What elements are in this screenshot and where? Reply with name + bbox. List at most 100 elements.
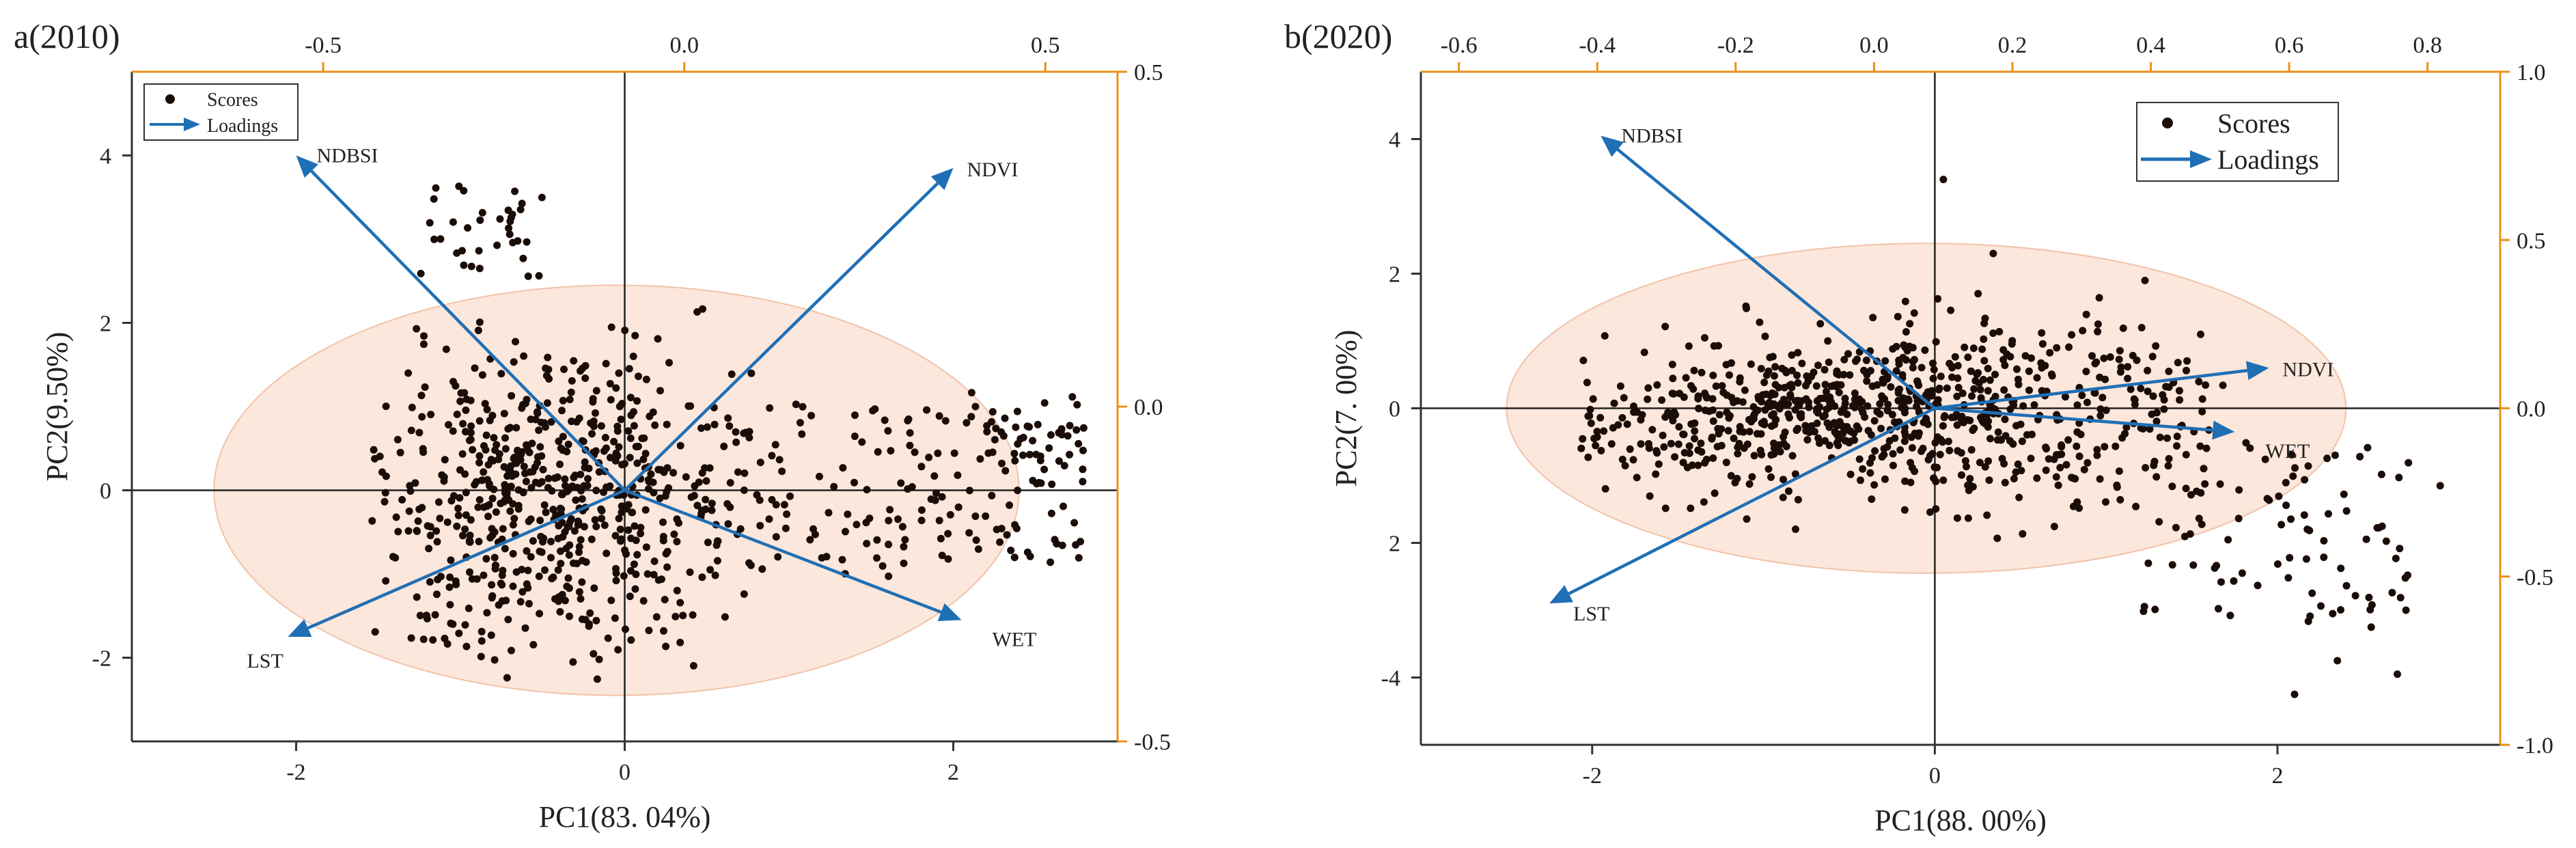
score-point [988,408,997,416]
score-point [1953,421,1961,429]
score-point [1748,473,1756,481]
score-point [2235,486,2243,494]
score-point [624,526,633,534]
score-point [1583,379,1591,387]
score-point [1816,394,1824,402]
score-point [438,471,446,479]
score-point [1915,381,1923,389]
score-point [489,456,497,465]
score-point [509,521,517,529]
score-point [2377,470,2385,478]
score-point [459,420,467,428]
score-point [2152,473,2161,481]
score-point [1671,453,1679,461]
score-point [2197,489,2205,497]
top-tick-label: -0.5 [305,33,342,58]
score-point [2395,474,2403,482]
score-point [1670,389,1678,398]
score-point [455,629,463,638]
score-point [1981,463,1989,471]
score-point [676,638,684,646]
score-point [535,426,543,435]
score-point [1964,353,1972,361]
score-point [558,519,566,527]
score-point [1788,383,1796,392]
score-point [1936,450,1944,459]
score-point [406,482,414,490]
score-point [488,495,497,502]
score-point [2047,370,2055,379]
score-point [1757,365,1765,372]
score-point [938,551,946,560]
score-point [577,536,585,544]
score-point [509,238,517,247]
score-point [418,413,426,421]
score-point [693,502,702,510]
score-point [1984,457,1993,465]
score-point [2144,387,2152,396]
score-point [1859,465,1867,473]
score-point [523,238,531,246]
score-point [2172,523,2180,532]
score-point [600,447,608,455]
score-point [2242,439,2250,447]
score-point [565,551,573,559]
score-point [446,573,454,582]
score-point [1802,381,1810,389]
score-point [1660,443,1668,451]
score-point [2405,459,2413,467]
score-point [547,553,555,562]
score-point [592,487,600,495]
score-point [1968,392,1976,400]
score-point [2303,525,2312,534]
score-point [393,435,402,443]
score-point [2096,405,2105,413]
score-point [2200,465,2208,473]
score-point [381,489,389,497]
score-point [615,369,623,377]
score-point [602,359,610,368]
score-point [1889,345,1897,353]
score-point [540,419,549,427]
score-point [631,522,639,530]
score-point [593,675,601,683]
score-point [2226,612,2234,620]
score-point [1742,302,1750,310]
score-point [570,357,578,365]
score-point [1003,531,1011,539]
score-point [622,625,629,633]
score-point [1014,487,1021,495]
score-point [417,269,425,277]
score-point [598,515,606,523]
score-point [901,536,909,544]
score-point [510,358,518,366]
score-point [1913,402,1921,411]
score-point [536,480,543,487]
score-point [1637,440,1645,448]
top-tick-label: 0.0 [1859,33,1889,58]
score-point [2396,545,2404,553]
score-point [1950,413,1958,421]
score-point [2152,418,2161,426]
score-point [475,538,483,545]
score-point [1939,422,1947,430]
score-point [456,397,465,405]
score-point [474,327,482,334]
loading-label-ndvi: NDVI [967,159,1019,181]
score-point [2075,452,2083,461]
score-point [586,609,594,617]
score-point [480,571,488,579]
score-point [499,525,507,533]
score-point [917,506,926,514]
score-point [1587,420,1595,427]
score-point [462,395,471,403]
score-point [652,613,661,621]
score-point [508,646,515,655]
score-point [1976,459,1984,467]
score-point [597,422,605,430]
score-point [380,497,389,506]
score-point [1877,424,1885,433]
loading-arrowhead-ndbsi [296,155,318,178]
score-point [389,553,397,561]
score-point [449,620,457,628]
